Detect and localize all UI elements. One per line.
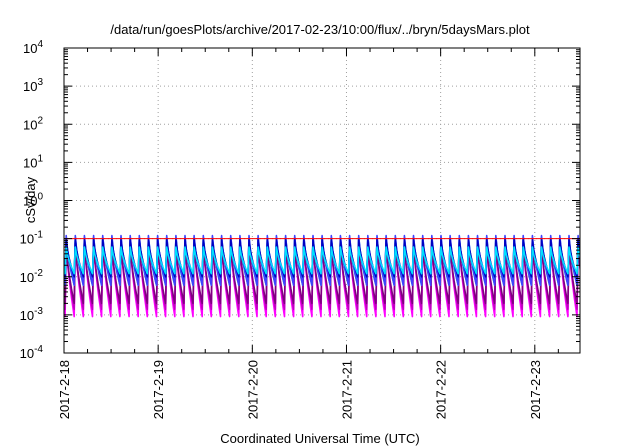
y-tick-label: 103 bbox=[23, 77, 43, 94]
x-tick-label: 2017-2-23 bbox=[528, 360, 543, 419]
y-tick-label: 100 bbox=[23, 192, 43, 209]
grid bbox=[64, 48, 580, 353]
x-tick-label: 2017-2-20 bbox=[245, 360, 260, 419]
y-tick-label: 102 bbox=[23, 115, 43, 132]
series-layer bbox=[64, 234, 580, 318]
y-tick-label: 10-4 bbox=[20, 344, 44, 361]
x-tick-label: 2017-2-19 bbox=[151, 360, 166, 419]
x-axis-label: Coordinated Universal Time (UTC) bbox=[220, 431, 420, 446]
y-axis-label: cSv/day bbox=[23, 176, 38, 223]
y-tick-label: 10-2 bbox=[20, 268, 44, 285]
x-tick-label: 2017-2-22 bbox=[434, 360, 449, 419]
x-axis: 2017-2-18 2017-2-19 2017-2-20 2017-2-21 2017… bbox=[57, 48, 559, 419]
y-tick-label: 104 bbox=[23, 39, 43, 56]
y-tick-label: 10-1 bbox=[20, 230, 44, 247]
chart-title: /data/run/goesPlots/archive/2017-02-23/1… bbox=[110, 22, 530, 37]
y-tick-label: 101 bbox=[23, 153, 43, 170]
y-axis: 104 103 102 101 100 10-1 10-2 10-3 10-4 bbox=[20, 39, 580, 361]
x-tick-label: 2017-2-18 bbox=[57, 360, 72, 419]
series-line-8 bbox=[64, 246, 580, 275]
y-tick-label: 10-3 bbox=[20, 306, 44, 323]
x-tick-label: 2017-2-21 bbox=[339, 360, 354, 419]
